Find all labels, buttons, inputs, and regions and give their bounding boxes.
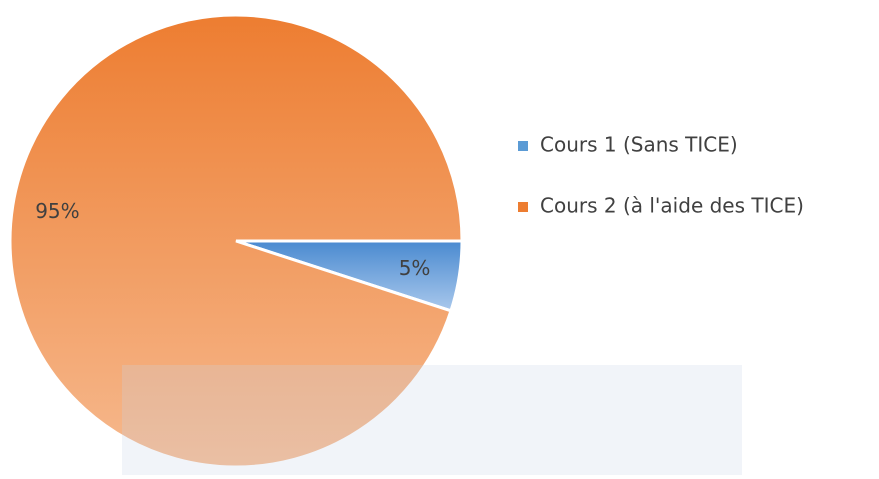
legend-swatch — [518, 202, 528, 212]
legend-label: Cours 2 (à l'aide des TICE) — [540, 194, 804, 218]
pie-slice — [8, 13, 464, 469]
data-label: 5% — [399, 256, 431, 280]
legend-swatch — [518, 141, 528, 151]
legend-label: Cours 1 (Sans TICE) — [540, 133, 738, 157]
pie — [8, 13, 464, 469]
data-label: 95% — [35, 199, 79, 223]
watermark — [122, 365, 742, 475]
